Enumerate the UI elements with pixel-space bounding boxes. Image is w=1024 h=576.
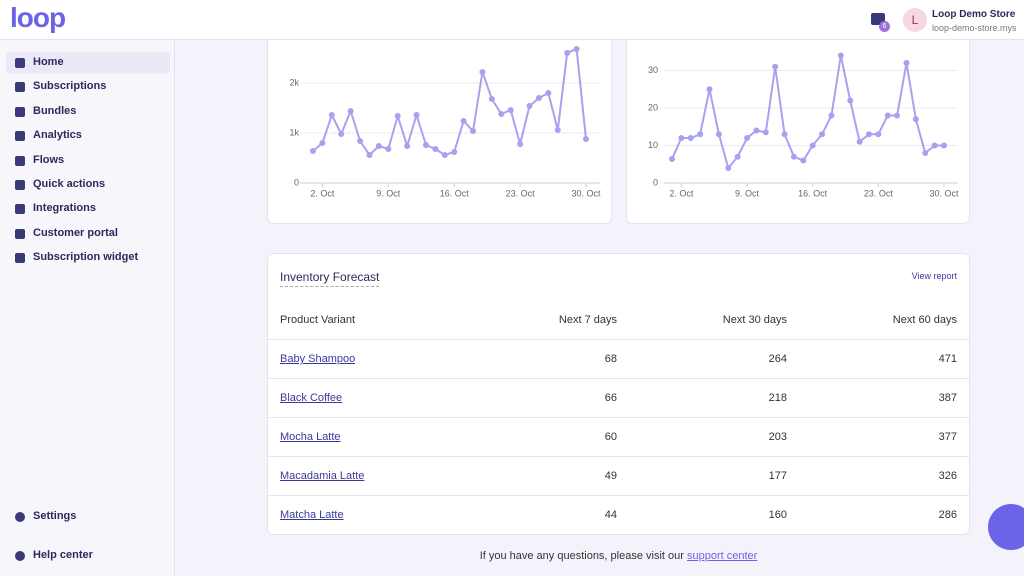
- nav-icon: [15, 253, 25, 264]
- forecast-cell: 49: [604, 470, 617, 482]
- inventory-title: Inventory Forecast: [280, 270, 380, 287]
- store-url: loop-demo-store.mys: [932, 23, 1017, 33]
- store-name: Loop Demo Store: [932, 9, 1016, 20]
- forecast-cell: 264: [768, 353, 787, 365]
- product-link[interactable]: Matcha Latte: [280, 509, 344, 521]
- product-link[interactable]: Macadamia Latte: [280, 470, 365, 482]
- product-link[interactable]: Mocha Latte: [280, 431, 341, 443]
- column-header: Next 30 days: [722, 314, 787, 326]
- forecast-cell: 218: [768, 392, 787, 404]
- row-divider: [268, 378, 970, 379]
- nav-icon: [15, 131, 25, 142]
- forecast-cell: 471: [938, 353, 957, 365]
- inventory-card: Inventory Forecast View report Product V…: [267, 253, 970, 535]
- forecast-cell: 68: [604, 353, 617, 365]
- forecast-cell: 286: [938, 509, 957, 521]
- footer-text: If you have any questions, please visit …: [479, 550, 684, 562]
- row-divider: [268, 417, 970, 418]
- nav-icon: [15, 106, 25, 117]
- nav-item[interactable]: Home: [6, 52, 170, 74]
- column-header: Next 60 days: [892, 314, 957, 326]
- nav-icon: [15, 58, 25, 68]
- nav-item[interactable]: Help center: [6, 545, 170, 567]
- forecast-cell: 203: [768, 431, 787, 443]
- forecast-cell: 44: [604, 509, 617, 521]
- nav-icon: [15, 551, 25, 561]
- nav-item[interactable]: Subscriptions: [6, 76, 170, 98]
- logo[interactable]: loop: [10, 2, 66, 33]
- nav-item[interactable]: Settings: [6, 506, 170, 528]
- footer: If you have any questions, please visit …: [0, 550, 1024, 562]
- product-link[interactable]: Baby Shampoo: [280, 353, 356, 365]
- row-divider: [268, 339, 970, 340]
- notification-badge: 6: [879, 21, 890, 32]
- column-header: Product Variant: [280, 314, 356, 326]
- row-divider: [268, 456, 970, 457]
- sidebar: Home Subscriptions Bundles Analytics Flows Qu…: [0, 40, 175, 576]
- forecast-cell: 377: [938, 431, 957, 443]
- nav-item[interactable]: Quick actions: [6, 174, 170, 196]
- nav-icon: [15, 82, 25, 93]
- column-header: Next 7 days: [558, 314, 617, 326]
- nav-item[interactable]: Customer portal: [6, 223, 170, 245]
- nav-icon: [15, 180, 25, 190]
- forecast-cell: 60: [604, 431, 617, 443]
- row-divider: [268, 495, 970, 496]
- nav-icon: [15, 204, 25, 215]
- avatar[interactable]: L: [903, 8, 927, 32]
- nav-item[interactable]: Subscription widget: [6, 247, 170, 269]
- nav-item[interactable]: Analytics: [6, 125, 170, 147]
- forecast-cell: 66: [604, 392, 617, 404]
- help-bubble[interactable]: [988, 504, 1024, 550]
- forecast-cell: 160: [768, 509, 787, 521]
- forecast-cell: 387: [938, 392, 957, 404]
- support-link[interactable]: support center: [686, 550, 758, 562]
- product-link[interactable]: Black Coffee: [280, 392, 343, 404]
- view-report[interactable]: View report: [911, 271, 957, 281]
- nav-item[interactable]: Integrations: [6, 198, 170, 220]
- forecast-cell: 177: [768, 470, 787, 482]
- nav-icon: [15, 155, 25, 166]
- forecast-cell: 326: [938, 470, 957, 482]
- nav-item[interactable]: Bundles: [6, 101, 170, 123]
- nav-icon: [15, 512, 25, 522]
- nav-item[interactable]: Flows: [6, 150, 170, 172]
- nav-icon: [15, 228, 25, 239]
- header: loop 6 L Loop Demo Store loop-demo-store…: [0, 0, 1024, 40]
